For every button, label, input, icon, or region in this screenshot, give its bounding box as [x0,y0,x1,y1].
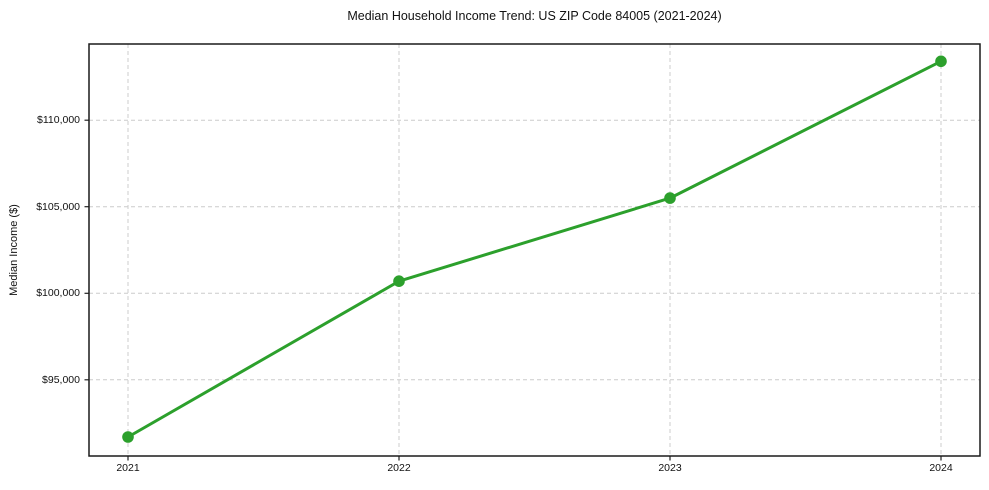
data-point [122,431,134,443]
data-point [393,275,405,287]
y-tick-label: $105,000 [36,200,80,213]
y-tick-label: $95,000 [42,373,80,386]
data-point [935,55,947,68]
x-tick-label: 2024 [929,462,953,474]
x-tick-label: 2021 [116,462,140,474]
line-chart [84,43,981,461]
trend-line [126,59,943,439]
plot-frame [88,43,981,457]
y-tick-label: $110,000 [36,114,80,127]
y-tick-label: $100,000 [36,287,80,300]
y-axis-label: Median Income ($) [8,204,20,296]
data-point [664,192,676,204]
chart-title: Median Household Income Trend: US ZIP Co… [347,9,722,23]
plot-area [84,43,981,461]
x-tick-label: 2023 [658,462,682,474]
x-tick-label: 2022 [387,462,411,474]
